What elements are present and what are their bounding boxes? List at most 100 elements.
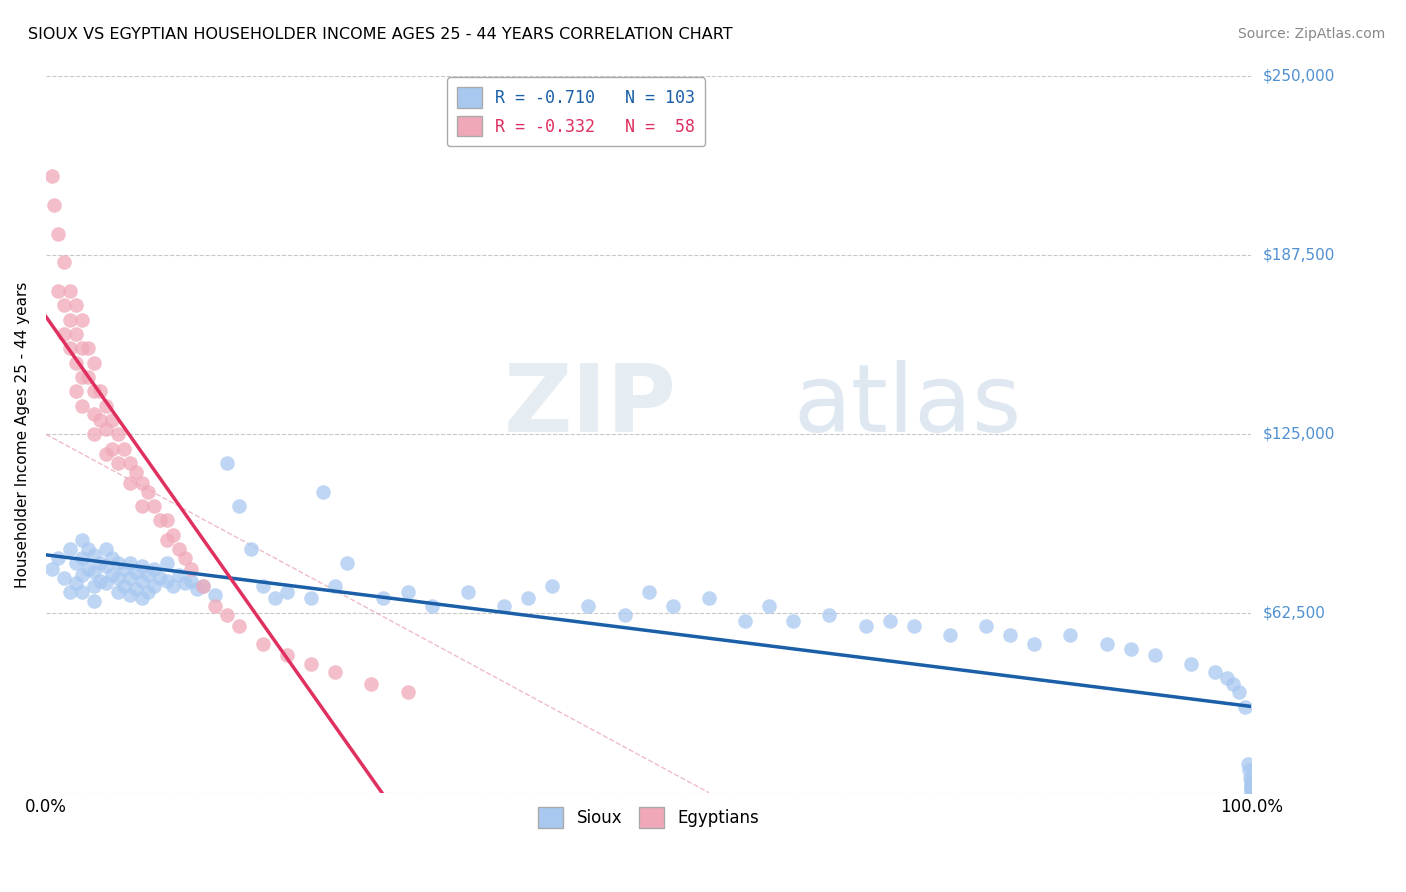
Point xyxy=(46,284,69,298)
Point xyxy=(1240,780,1263,794)
Point xyxy=(155,574,177,588)
Point xyxy=(323,579,346,593)
Point xyxy=(77,562,100,576)
Point xyxy=(323,665,346,680)
Point xyxy=(517,591,540,605)
Point xyxy=(112,579,135,593)
Point xyxy=(191,579,214,593)
Point xyxy=(541,579,564,593)
Point xyxy=(697,591,720,605)
Text: $250,000: $250,000 xyxy=(1263,69,1334,84)
Point xyxy=(41,562,63,576)
Point xyxy=(70,567,93,582)
Point xyxy=(1236,756,1258,771)
Point xyxy=(228,499,250,513)
Point xyxy=(65,384,87,399)
Point xyxy=(77,541,100,556)
Point xyxy=(83,548,105,562)
Point xyxy=(143,579,166,593)
Point xyxy=(77,370,100,384)
Point xyxy=(613,607,636,622)
Point xyxy=(131,476,153,491)
Point xyxy=(125,465,148,479)
Point xyxy=(818,607,841,622)
Point xyxy=(1240,780,1263,794)
Point xyxy=(228,619,250,633)
Point xyxy=(204,599,226,614)
Text: Source: ZipAtlas.com: Source: ZipAtlas.com xyxy=(1237,27,1385,41)
Point xyxy=(457,585,479,599)
Point xyxy=(107,585,129,599)
Point xyxy=(89,413,111,427)
Point xyxy=(173,576,195,591)
Point xyxy=(149,513,172,527)
Point xyxy=(46,550,69,565)
Point xyxy=(1119,642,1142,657)
Legend: Sioux, Egyptians: Sioux, Egyptians xyxy=(531,801,766,835)
Point xyxy=(1239,772,1261,786)
Point xyxy=(204,588,226,602)
Point xyxy=(758,599,780,614)
Point xyxy=(1180,657,1202,671)
Point xyxy=(155,513,177,527)
Point xyxy=(138,585,160,599)
Point xyxy=(576,599,599,614)
Point xyxy=(65,298,87,312)
Point xyxy=(125,582,148,596)
Point xyxy=(107,571,129,585)
Point xyxy=(974,619,997,633)
Point xyxy=(83,579,105,593)
Point xyxy=(107,427,129,442)
Point xyxy=(252,579,274,593)
Point xyxy=(155,533,177,548)
Point xyxy=(239,541,262,556)
Point xyxy=(53,571,76,585)
Point xyxy=(1240,782,1263,797)
Point xyxy=(77,342,100,356)
Point xyxy=(96,559,118,574)
Point xyxy=(41,169,63,184)
Point xyxy=(1095,637,1118,651)
Point xyxy=(492,599,515,614)
Point xyxy=(1240,777,1263,791)
Point xyxy=(131,574,153,588)
Point xyxy=(180,574,202,588)
Point xyxy=(1234,699,1257,714)
Point xyxy=(101,413,124,427)
Point xyxy=(143,499,166,513)
Point xyxy=(138,567,160,582)
Point xyxy=(162,527,184,541)
Point xyxy=(420,599,443,614)
Point xyxy=(89,574,111,588)
Point xyxy=(276,585,298,599)
Point xyxy=(107,557,129,571)
Text: ZIP: ZIP xyxy=(503,359,676,451)
Point xyxy=(65,557,87,571)
Point xyxy=(879,614,901,628)
Point xyxy=(661,599,683,614)
Point xyxy=(70,342,93,356)
Point xyxy=(89,384,111,399)
Point xyxy=(734,614,756,628)
Point xyxy=(70,399,93,413)
Point xyxy=(167,567,190,582)
Point xyxy=(264,591,287,605)
Point xyxy=(65,356,87,370)
Point xyxy=(120,571,142,585)
Point xyxy=(1059,628,1081,642)
Point xyxy=(70,585,93,599)
Point xyxy=(149,571,172,585)
Point xyxy=(252,637,274,651)
Point xyxy=(96,421,118,435)
Point xyxy=(83,427,105,442)
Point xyxy=(1237,763,1260,777)
Point xyxy=(143,562,166,576)
Point xyxy=(59,312,82,326)
Point xyxy=(360,677,382,691)
Point xyxy=(59,284,82,298)
Point xyxy=(903,619,925,633)
Point xyxy=(65,576,87,591)
Point xyxy=(336,557,359,571)
Point xyxy=(162,579,184,593)
Point xyxy=(1216,671,1239,685)
